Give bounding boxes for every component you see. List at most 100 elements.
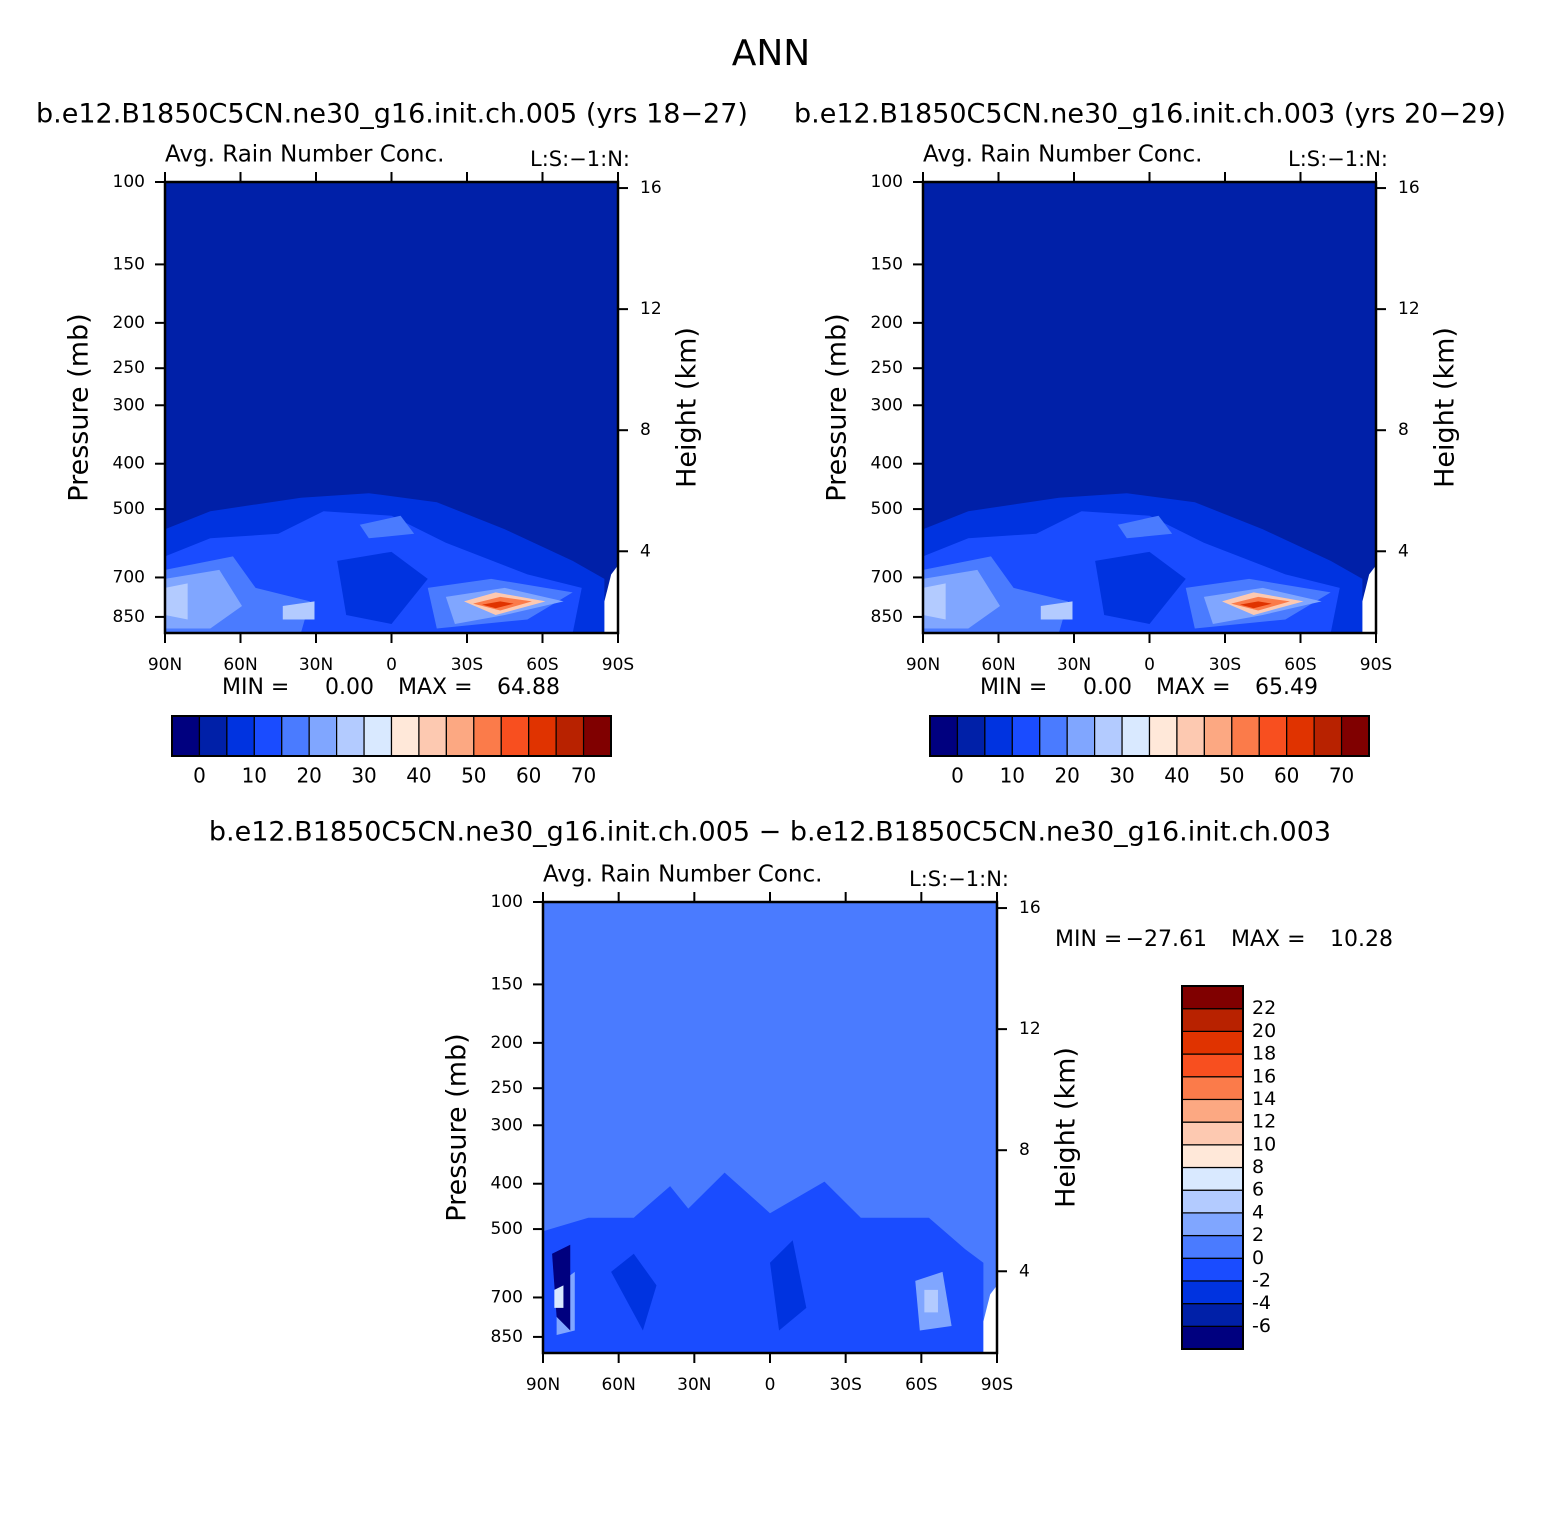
y-tick-label: 400 xyxy=(871,454,903,474)
colorbar-box xyxy=(929,715,959,757)
colorbar-label: -4 xyxy=(1252,1292,1271,1314)
contour-region xyxy=(923,583,946,620)
colorbar-box xyxy=(1181,985,1244,1010)
y-tick-label: 300 xyxy=(491,1115,523,1135)
colorbar-box xyxy=(253,715,283,757)
contour-region xyxy=(165,583,188,620)
x-tick-label: 60N xyxy=(223,655,257,675)
colorbar-label: 0 xyxy=(1252,1247,1264,1269)
colorbar-label: 60 xyxy=(516,764,541,788)
y-tick-label: 700 xyxy=(871,567,903,587)
y-tick-label: 300 xyxy=(871,395,903,415)
colorbar-box xyxy=(1258,715,1288,757)
x-tick-label: 90N xyxy=(906,655,940,675)
x-tick-label: 60N xyxy=(981,655,1015,675)
y-tick-label: 250 xyxy=(491,1078,523,1098)
y-tick-label: 850 xyxy=(871,607,903,627)
y2-tick-label: 12 xyxy=(640,299,662,319)
colorbar-box xyxy=(1181,1053,1244,1078)
colorbar-box xyxy=(171,715,201,757)
y-tick-label: 300 xyxy=(113,395,145,415)
max-value: 10.28 xyxy=(1330,927,1393,952)
colorbar-box xyxy=(1181,1280,1244,1305)
x-tick-label: 60S xyxy=(526,655,558,675)
x-tick-label: 90S xyxy=(981,1375,1013,1395)
x-tick-label: 90N xyxy=(526,1375,560,1395)
min-value: 0.00 xyxy=(325,675,374,700)
y2-tick-label: 16 xyxy=(1019,898,1041,918)
y2-axis-label: Height (km) xyxy=(1430,327,1461,488)
colorbar-label: 20 xyxy=(1252,1020,1276,1042)
y2-tick-label: 4 xyxy=(1019,1261,1030,1281)
max-label: MAX = xyxy=(1231,927,1306,952)
colorbar-box xyxy=(1181,1098,1244,1123)
colorbar-box xyxy=(198,715,228,757)
y-tick-label: 250 xyxy=(871,358,903,378)
colorbar-label: 22 xyxy=(1252,997,1276,1019)
y-tick-label: 500 xyxy=(491,1219,523,1239)
y-tick-label: 100 xyxy=(113,172,145,192)
y2-tick-label: 12 xyxy=(1019,1019,1041,1039)
colorbar-label: 0 xyxy=(193,764,206,788)
colorbar-box xyxy=(1039,715,1068,757)
y-tick-label: 400 xyxy=(113,454,145,474)
colorbar-box xyxy=(1181,1076,1244,1101)
colorbar-box xyxy=(418,715,447,757)
colorbar-label: 20 xyxy=(1054,764,1079,788)
panel: b.e12.B1850C5CN.ne30_g16.init.ch.005 (yr… xyxy=(36,99,748,788)
x-tick-label: 30N xyxy=(299,655,333,675)
y-tick-label: 200 xyxy=(113,313,145,333)
y2-axis-label: Height (km) xyxy=(1051,1047,1082,1208)
colorbar-box xyxy=(1066,715,1096,757)
y2-tick-label: 16 xyxy=(1398,178,1420,198)
x-tick-label: 0 xyxy=(1144,655,1155,675)
min-label: MIN = xyxy=(222,675,289,700)
panel-title: Avg. Rain Number Conc. xyxy=(165,142,444,168)
colorbar-box xyxy=(1148,715,1178,757)
y2-tick-label: 8 xyxy=(1019,1140,1030,1160)
colorbar-label: -6 xyxy=(1252,1315,1271,1337)
colorbar-frame xyxy=(171,715,612,757)
colorbar-box xyxy=(956,715,986,757)
colorbar-box xyxy=(984,715,1013,757)
colorbar-box xyxy=(1011,715,1041,757)
colorbar-label: 70 xyxy=(1329,764,1354,788)
colorbar-label: 12 xyxy=(1252,1111,1276,1133)
x-tick-label: 90N xyxy=(148,655,182,675)
x-tick-label: 60S xyxy=(1284,655,1316,675)
y2-tick-label: 12 xyxy=(1398,299,1420,319)
colorbar-box xyxy=(226,715,255,757)
x-tick-label: 30S xyxy=(1209,655,1241,675)
contour-region xyxy=(1040,601,1073,620)
y-tick-label: 700 xyxy=(113,567,145,587)
colorbar-box xyxy=(1181,1030,1244,1055)
contour-region xyxy=(282,601,315,620)
colorbar-box xyxy=(1181,1234,1244,1259)
colorbar-box xyxy=(1181,1144,1244,1169)
colorbar-box xyxy=(445,715,475,757)
x-tick-label: 30N xyxy=(677,1375,711,1395)
figure-title: ANN xyxy=(732,33,811,74)
colorbar-box xyxy=(281,715,310,757)
colorbar-box xyxy=(1181,1008,1244,1032)
units-label: L:S:−1:N: xyxy=(909,867,1009,891)
contour-region xyxy=(924,1289,938,1313)
panel: b.e12.B1850C5CN.ne30_g16.init.ch.003 (yr… xyxy=(794,99,1506,788)
colorbar-box xyxy=(500,715,530,757)
x-tick-label: 0 xyxy=(386,655,397,675)
y-tick-label: 850 xyxy=(113,607,145,627)
y-axis-label: Pressure (mb) xyxy=(822,313,853,501)
colorbar-label: 40 xyxy=(1164,764,1189,788)
colorbar-box xyxy=(528,715,557,757)
y-tick-label: 200 xyxy=(491,1033,523,1053)
colorbar-label: 8 xyxy=(1252,1156,1264,1178)
missing-region xyxy=(1362,565,1376,633)
x-tick-label: 90S xyxy=(1360,655,1392,675)
colorbar-label: 16 xyxy=(1252,1065,1276,1087)
missing-region xyxy=(983,1285,997,1353)
min-value: −27.61 xyxy=(1126,927,1207,952)
y-tick-label: 500 xyxy=(871,499,903,519)
colorbar-label: 40 xyxy=(406,764,431,788)
colorbar-label: 0 xyxy=(951,764,964,788)
y-tick-label: 700 xyxy=(491,1287,523,1307)
